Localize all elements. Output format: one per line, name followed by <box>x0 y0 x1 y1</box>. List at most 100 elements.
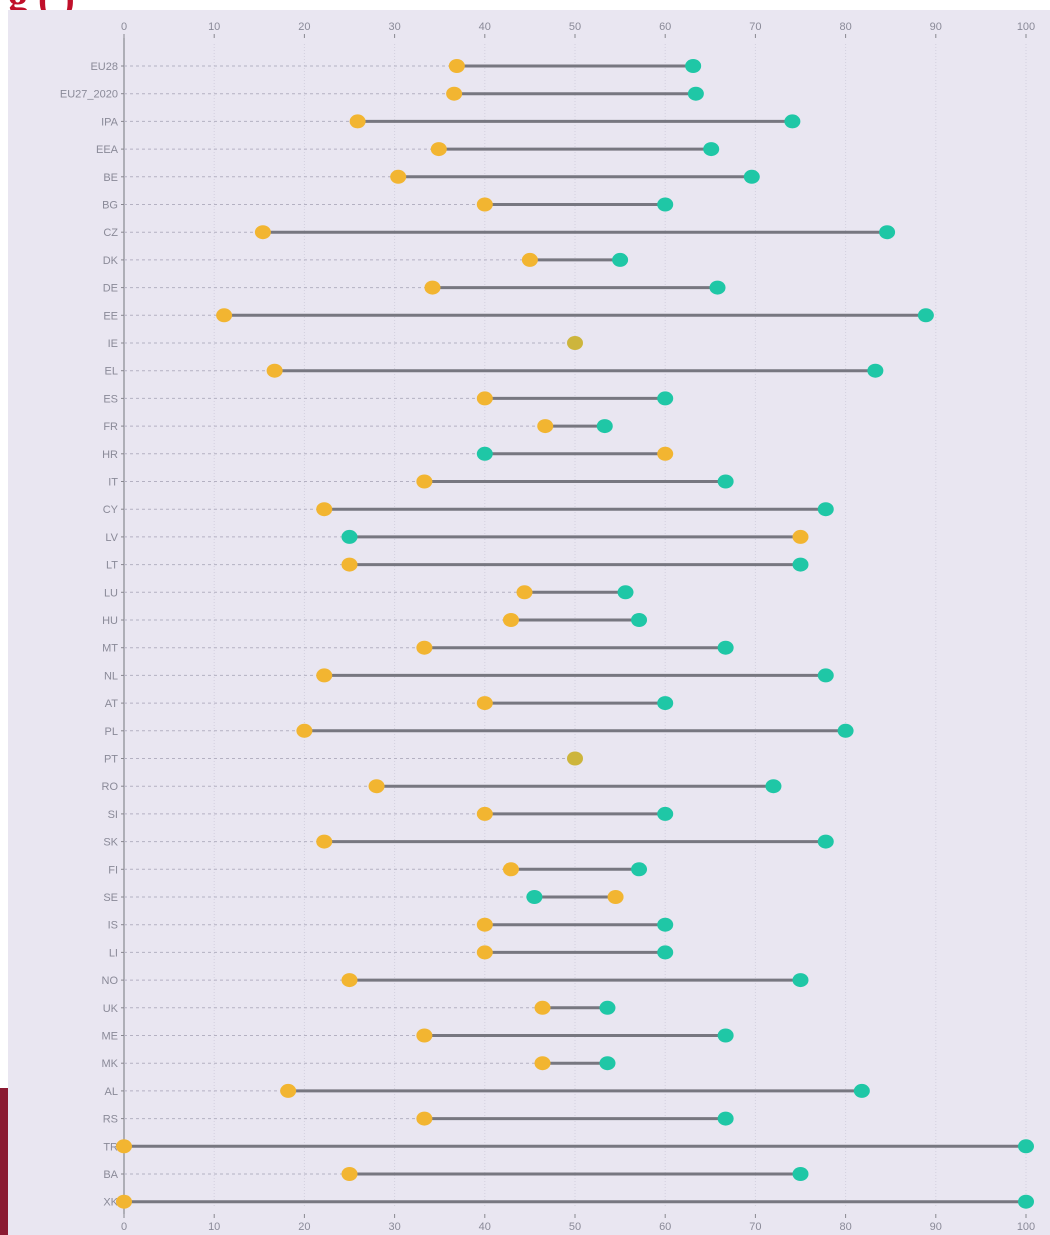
marker-series-a <box>116 1194 132 1209</box>
marker-series-b <box>599 1056 616 1071</box>
category-label: FR <box>103 421 118 433</box>
marker-series-b <box>612 252 629 267</box>
marker-series-a <box>416 474 433 489</box>
marker-series-b <box>792 557 809 572</box>
marker-series-b <box>687 86 704 101</box>
marker-series-a <box>390 169 407 184</box>
category-label: SK <box>103 837 118 849</box>
marker-series-a <box>424 280 441 295</box>
marker-series-a <box>316 668 333 683</box>
x-tick-label-bottom: 60 <box>659 1221 671 1233</box>
marker-series-a <box>341 557 358 572</box>
marker-series-a <box>254 225 271 240</box>
x-tick-label-top: 10 <box>208 21 220 33</box>
category-label: AT <box>105 698 119 710</box>
category-label: HU <box>102 615 118 627</box>
category-label: LU <box>104 587 118 599</box>
category-label: CY <box>103 504 119 516</box>
category-label: EE <box>103 310 118 322</box>
marker-series-b <box>599 1000 616 1015</box>
marker-series-a <box>476 806 493 821</box>
category-label: DE <box>103 283 118 295</box>
rows-layer: EU28 EU27_2020 IPA EEA BE BG CZ DK DE EE IE EL ES FR H… <box>60 59 1034 1209</box>
x-tick-label-bottom: 100 <box>1017 1221 1035 1233</box>
marker-series-b <box>709 280 726 295</box>
grid-layer <box>213 44 1027 1208</box>
x-tick-label-top: 50 <box>569 21 581 33</box>
x-tick-label-bottom: 0 <box>121 1221 127 1233</box>
x-tick-label-bottom: 90 <box>930 1221 942 1233</box>
marker-series-a <box>416 1111 433 1126</box>
axis-layer: 0 0 10 10 20 20 30 30 40 40 50 50 60 60 70 70 80 80 90 90 10… <box>121 21 1035 1233</box>
category-label: FI <box>108 864 118 876</box>
category-label: BG <box>102 200 118 212</box>
marker-series-a <box>341 973 358 988</box>
marker-series-a <box>534 1000 551 1015</box>
category-label: HR <box>102 449 118 461</box>
category-label: IT <box>108 477 118 489</box>
category-label: TR <box>103 1141 118 1153</box>
marker-series-a <box>341 1167 358 1181</box>
marker-series-b <box>879 225 896 240</box>
category-label: MK <box>102 1058 119 1070</box>
marker-series-b <box>617 585 634 600</box>
dumbbell-chart: 0 0 10 10 20 20 30 30 40 40 50 50 60 60 70 70 80 80 90 90 10… <box>60 21 1035 1233</box>
marker-series-a <box>296 723 313 738</box>
marker-series-b <box>917 308 934 323</box>
marker-series-b <box>837 723 854 738</box>
x-tick-label-top: 70 <box>749 21 761 33</box>
marker-series-a <box>280 1083 297 1098</box>
category-label: EEA <box>96 144 119 156</box>
marker-series-b <box>1018 1194 1034 1209</box>
category-label: PL <box>105 726 118 738</box>
x-tick-label-bottom: 20 <box>298 1221 310 1233</box>
equal-value-marker <box>567 751 583 766</box>
marker-series-a <box>216 308 233 323</box>
marker-series-b <box>717 474 734 489</box>
category-label: ME <box>102 1031 119 1043</box>
x-tick-label-top: 100 <box>1017 21 1035 33</box>
x-tick-label-top: 80 <box>839 21 851 33</box>
category-label: EU27_2020 <box>60 89 118 101</box>
marker-series-a <box>476 197 493 212</box>
side-accent-bar <box>0 1088 8 1235</box>
x-tick-label-bottom: 10 <box>208 1221 220 1233</box>
category-label: LT <box>106 560 118 572</box>
category-label: IS <box>108 920 118 932</box>
marker-series-b <box>657 197 674 212</box>
marker-series-a <box>607 890 624 904</box>
x-tick-label-top: 20 <box>298 21 310 33</box>
marker-series-b <box>792 1167 809 1181</box>
marker-series-a <box>446 86 463 101</box>
category-label: AL <box>105 1086 118 1098</box>
marker-series-b <box>685 59 702 73</box>
category-label: SI <box>108 809 118 821</box>
marker-series-b <box>657 945 674 960</box>
marker-series-a <box>521 252 538 267</box>
marker-series-a <box>537 419 554 434</box>
equal-value-marker <box>567 336 583 350</box>
marker-series-a <box>657 446 674 461</box>
category-label: PT <box>104 754 118 766</box>
marker-series-a <box>502 862 519 877</box>
marker-series-a <box>476 945 493 960</box>
category-label: RO <box>102 781 119 793</box>
marker-series-b <box>341 529 358 544</box>
marker-series-b <box>717 1111 734 1126</box>
category-label: LI <box>109 947 118 959</box>
marker-series-b <box>817 834 834 849</box>
category-label: EU28 <box>90 61 118 73</box>
marker-series-b <box>657 917 674 932</box>
x-tick-label-top: 0 <box>121 21 127 33</box>
marker-series-b <box>631 862 648 877</box>
x-tick-label-top: 40 <box>479 21 491 33</box>
marker-series-a <box>476 391 493 406</box>
marker-series-a <box>416 640 433 655</box>
marker-series-a <box>316 834 333 849</box>
x-tick-label-bottom: 30 <box>388 1221 400 1233</box>
marker-series-a <box>349 114 366 129</box>
category-label: NL <box>104 670 118 682</box>
marker-series-b <box>817 668 834 683</box>
marker-series-b <box>657 391 674 406</box>
x-tick-label-bottom: 80 <box>839 1221 851 1233</box>
